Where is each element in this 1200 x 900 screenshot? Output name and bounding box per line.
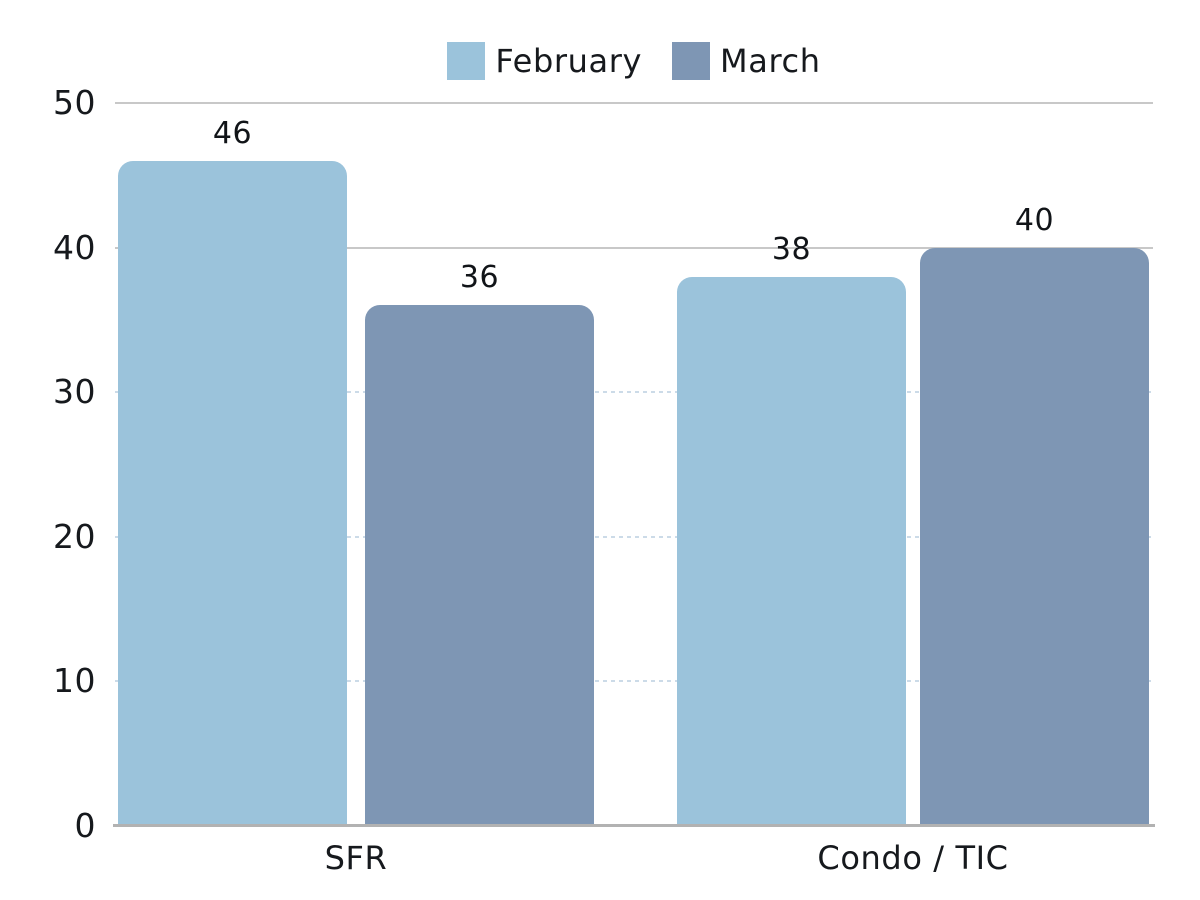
bar-value-label: 46 [212,116,253,151]
y-tick-label-40: 40 [53,227,96,267]
legend-item-march: March [672,42,821,80]
chart-legend: February March [115,38,1153,84]
y-tick-label-0: 0 [74,806,96,845]
legend-label-february: February [495,42,643,80]
y-tick-label-30: 30 [53,372,96,412]
gridline-20 [115,535,1153,538]
x-axis-label-condo-tic: Condo / TIC [817,839,1009,877]
bar-value-label: 38 [771,232,812,267]
y-tick-label-10: 10 [53,661,96,701]
gridline-10 [115,680,1153,683]
bar-february-sfr [118,161,347,826]
gridline-30 [115,391,1153,394]
legend-item-february: February [447,42,642,80]
legend-swatch-march [672,42,711,80]
x-axis-line [113,824,1155,827]
plot-area: 46 38 36 40 [115,102,1153,826]
bar-value-label: 40 [1014,203,1055,238]
y-tick-label-50: 50 [53,83,96,122]
y-tick-label-20: 20 [53,516,96,556]
legend-label-march: March [720,42,821,80]
gridline-50 [115,102,1153,104]
bar-march-condo-tic [920,248,1149,826]
bar-february-condo-tic [677,277,906,826]
bar-march-sfr [365,305,594,826]
x-axis-label-sfr: SFR [324,839,388,877]
legend-swatch-february [447,42,486,80]
bar-value-label: 36 [459,260,500,295]
gridline-40 [115,246,1153,249]
